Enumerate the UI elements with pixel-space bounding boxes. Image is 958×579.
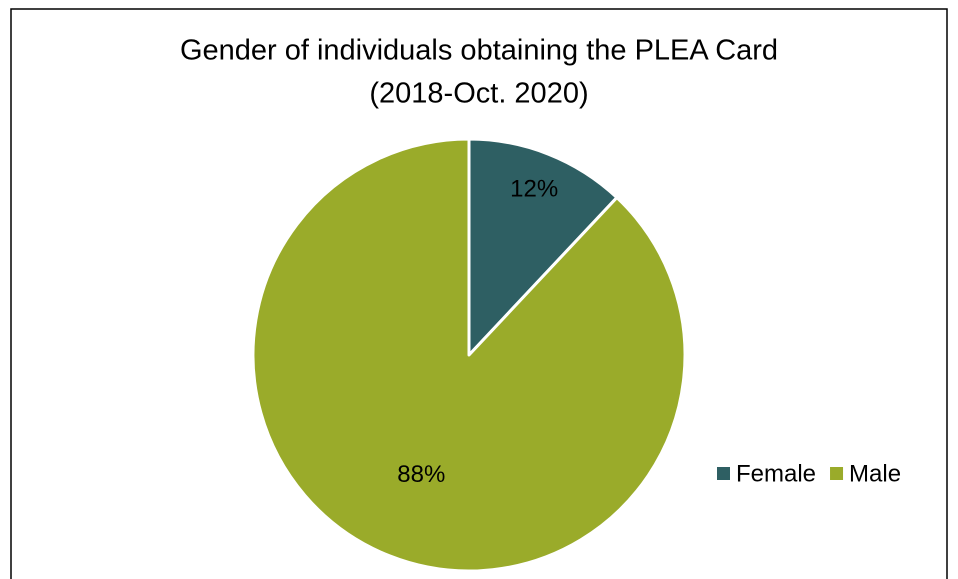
data-label: 88% <box>397 461 445 488</box>
chart-subtitle: (2018-Oct. 2020) <box>369 78 588 110</box>
pie-slice <box>467 137 619 357</box>
legend-label: Male <box>849 460 901 487</box>
frame <box>10 8 948 579</box>
chart-title: Gender of individuals obtaining the PLEA… <box>180 35 778 67</box>
pie-slice <box>251 137 687 573</box>
legend-label: Female <box>736 460 816 487</box>
legend-swatch <box>830 467 844 480</box>
legend-swatch <box>717 467 730 480</box>
data-label: 12% <box>510 176 558 203</box>
